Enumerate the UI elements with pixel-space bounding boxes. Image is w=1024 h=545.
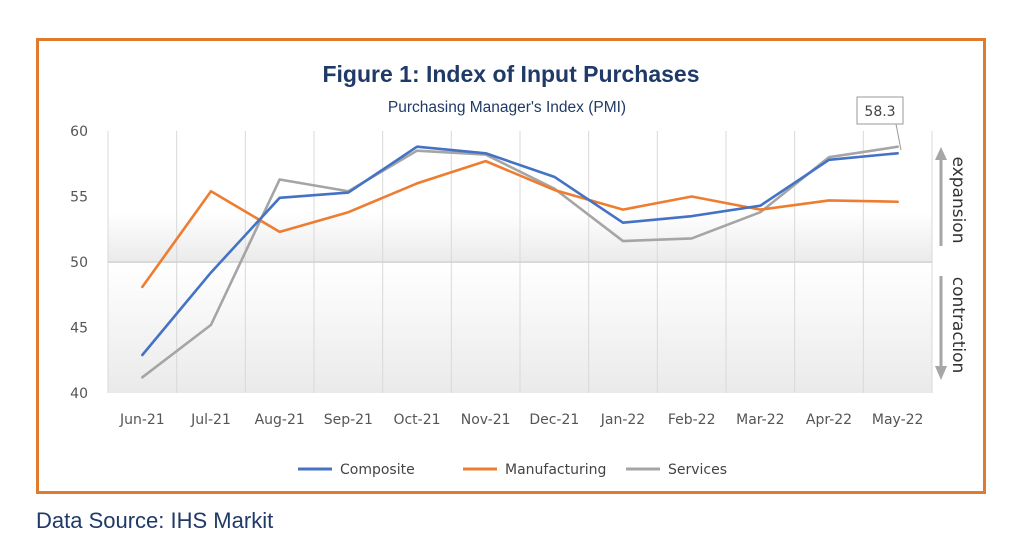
chart-subtitle: Purchasing Manager's Index (PMI): [388, 99, 626, 116]
series-line-services: [141, 145, 899, 379]
expansion-arrow-head: [935, 147, 947, 160]
x-tick-label: Apr-22: [806, 412, 852, 428]
contraction-arrow-head: [935, 366, 947, 380]
legend-label: Manufacturing: [505, 462, 606, 478]
callout-value: 58.3: [864, 104, 895, 120]
callout-box: [856, 96, 904, 125]
legend-label: Services: [668, 462, 727, 478]
chart-title: Figure 1: Index of Input Purchases: [322, 61, 699, 87]
series-line-composite: [141, 145, 899, 357]
x-tick-label: Jun-21: [119, 412, 165, 428]
x-tick-label: Dec-21: [529, 412, 579, 428]
data-source: Data Source: IHS Markit: [36, 508, 274, 533]
legend: Composite Manufacturing Services: [298, 462, 727, 478]
y-tick-label: 50: [70, 255, 88, 271]
chart-frame: [36, 38, 986, 494]
x-tick-label: May-22: [872, 412, 924, 428]
y-tick-label: 60: [70, 124, 88, 140]
expansion-label: expansion: [948, 157, 968, 244]
y-tick-label: 40: [70, 386, 88, 402]
callout-leader: [895, 123, 902, 151]
y-tick-label: 45: [70, 321, 88, 337]
x-tick-label: Sep-21: [324, 412, 373, 428]
x-tick-label: Oct-21: [393, 412, 440, 428]
y-tick-label: 55: [70, 190, 88, 206]
x-tick-label: Aug-21: [255, 412, 305, 428]
x-tick-label: Jan-22: [600, 412, 645, 428]
series-lines: [141, 145, 899, 379]
legend-label: Composite: [340, 462, 415, 478]
contraction-label: contraction: [948, 277, 968, 374]
x-axis-ticks: Jun-21 Jul-21 Aug-21 Sep-21 Oct-21 Nov-21 Dec-…: [119, 412, 923, 428]
series-line-manufacturing: [141, 159, 899, 289]
x-tick-label: Feb-22: [668, 412, 716, 428]
y-axis-ticks: 40 45 50 55 60: [70, 124, 88, 402]
x-tick-label: Jul-21: [190, 412, 231, 428]
x-tick-label: Mar-22: [736, 412, 784, 428]
x-tick-label: Nov-21: [461, 412, 511, 428]
